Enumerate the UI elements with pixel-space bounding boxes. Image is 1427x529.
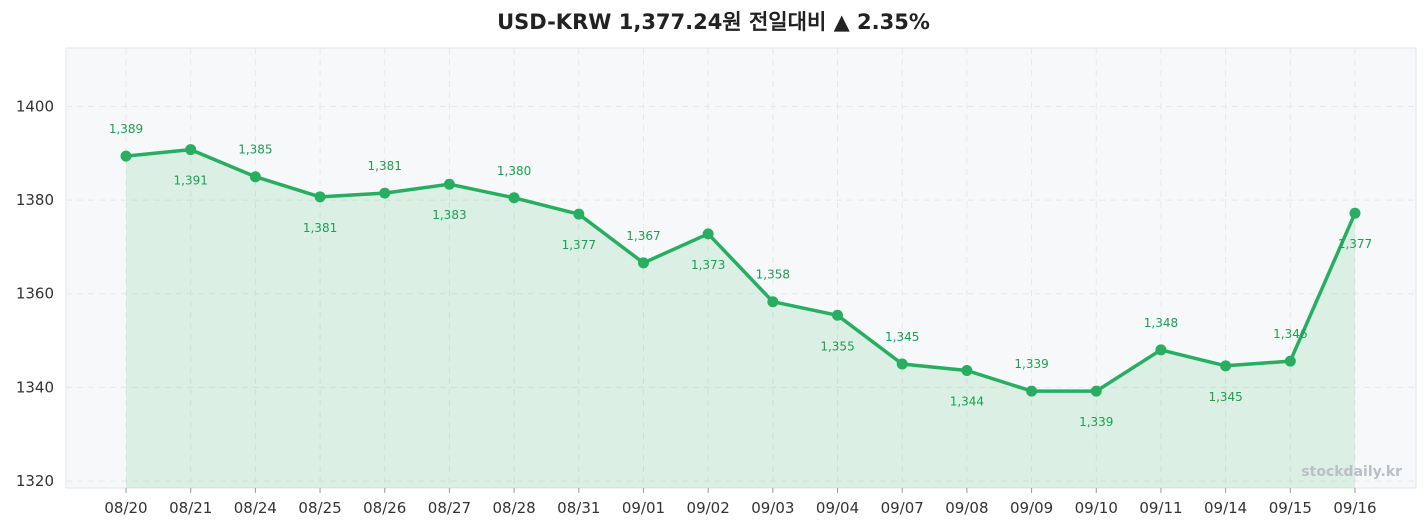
data-label: 1,344 — [950, 395, 984, 409]
data-point — [120, 150, 132, 162]
x-tick-label: 08/31 — [557, 499, 600, 517]
x-tick-label: 09/09 — [1010, 499, 1053, 517]
series-line — [125, 147, 1357, 393]
x-tick-label: 08/20 — [104, 499, 147, 517]
data-label: 1,381 — [303, 221, 337, 235]
x-tick-label: 08/26 — [363, 499, 406, 517]
data-point — [249, 171, 261, 183]
area-fill — [126, 149, 1355, 488]
watermark: stockdaily.kr — [1301, 464, 1402, 480]
x-axis: 08/20 08/21 08/24 08/25 08/26 08/27 08/28 08/31… — [104, 488, 1377, 517]
data-label: 1,377 — [1338, 237, 1372, 251]
data-point — [1090, 385, 1102, 397]
data-point — [832, 309, 844, 321]
y-tick-label: 1360 — [16, 285, 54, 303]
grid-lines — [66, 48, 1416, 488]
data-point — [185, 144, 197, 156]
data-label: 1,381 — [368, 159, 402, 173]
x-tick-label: 09/03 — [751, 499, 794, 517]
x-tick-label: 08/25 — [298, 499, 341, 517]
data-label: 1,345 — [1208, 390, 1242, 404]
data-label: 1,345 — [885, 330, 919, 344]
x-tick-label: 08/24 — [234, 499, 277, 517]
x-tick-label: 08/27 — [428, 499, 471, 517]
y-tick-label: 1400 — [16, 98, 54, 116]
data-point — [1349, 207, 1361, 219]
data-point — [1155, 344, 1167, 356]
x-tick-label: 08/28 — [492, 499, 535, 517]
x-tick-label: 09/02 — [687, 499, 730, 517]
data-label: 1,383 — [432, 208, 466, 222]
data-label: 1,389 — [109, 122, 143, 136]
data-label: 1,339 — [1079, 415, 1113, 429]
data-label: 1,355 — [820, 339, 854, 353]
data-label: 1,358 — [756, 268, 790, 282]
y-axis: 1320 1340 1360 1380 1400 — [16, 98, 54, 490]
data-point — [443, 178, 455, 190]
data-label: 1,385 — [238, 143, 272, 157]
x-tick-label: 09/04 — [816, 499, 859, 517]
data-point — [1284, 355, 1296, 367]
x-tick-label: 09/16 — [1333, 499, 1376, 517]
data-point — [573, 208, 585, 220]
chart-title: USD-KRW 1,377.24원 전일대비 ▲ 2.35% — [497, 10, 930, 34]
x-tick-label: 09/01 — [622, 499, 665, 517]
y-tick-label: 1340 — [16, 378, 54, 396]
x-tick-label: 09/08 — [945, 499, 988, 517]
data-point — [961, 365, 973, 377]
data-label: 1,373 — [691, 258, 725, 272]
data-label: 1,348 — [1144, 316, 1178, 330]
data-point — [379, 187, 391, 199]
data-point — [1026, 385, 1038, 397]
data-labels: 1,389 1,391 1,385 1,381 1,381 1,383 1,380 1,377… — [109, 122, 1372, 429]
data-label: 1,346 — [1273, 327, 1307, 341]
data-point — [767, 296, 779, 308]
y-tick-label: 1380 — [16, 191, 54, 209]
data-label: 1,377 — [562, 238, 596, 252]
data-point — [896, 358, 908, 370]
data-point — [314, 191, 326, 203]
x-tick-label: 09/14 — [1204, 499, 1247, 517]
x-tick-label: 08/21 — [169, 499, 212, 517]
data-point — [637, 257, 649, 269]
data-point — [508, 192, 520, 204]
data-points — [120, 144, 1361, 397]
data-point — [1220, 360, 1232, 372]
y-tick-label: 1320 — [16, 472, 54, 490]
x-tick-label: 09/07 — [881, 499, 924, 517]
data-label: 1,391 — [174, 174, 208, 188]
data-point — [702, 228, 714, 240]
x-tick-label: 09/15 — [1269, 499, 1312, 517]
data-label: 1,380 — [497, 164, 531, 178]
data-label: 1,367 — [626, 229, 660, 243]
x-tick-label: 09/10 — [1075, 499, 1118, 517]
data-label: 1,339 — [1014, 357, 1048, 371]
x-tick-label: 09/11 — [1139, 499, 1182, 517]
